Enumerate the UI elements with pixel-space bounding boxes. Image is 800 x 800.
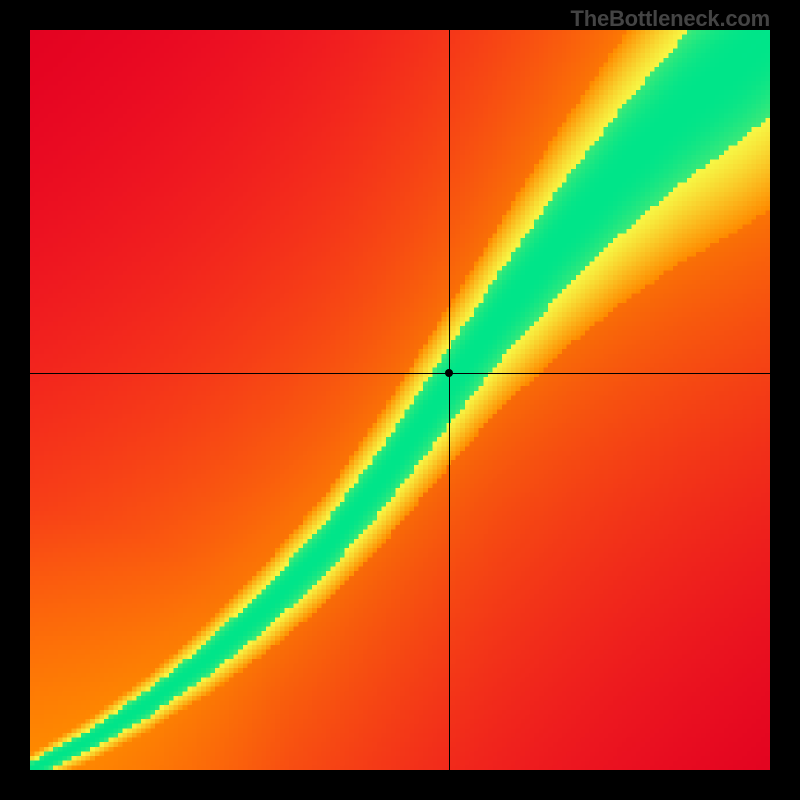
crosshair-vertical [449, 30, 450, 770]
crosshair-horizontal [30, 373, 770, 374]
plot-area [30, 30, 770, 770]
crosshair-marker [445, 369, 453, 377]
chart-container: { "watermark": { "text": "TheBottleneck.… [0, 0, 800, 800]
heatmap-canvas [30, 30, 770, 770]
watermark-text: TheBottleneck.com [570, 6, 770, 32]
